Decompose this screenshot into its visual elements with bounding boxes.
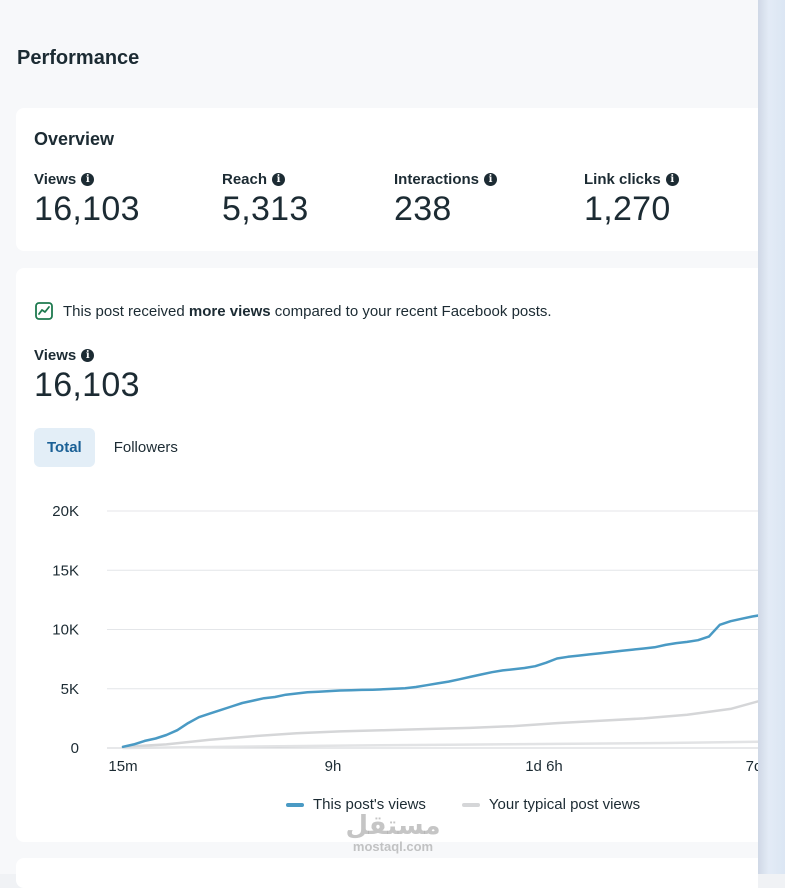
overview-card: Overview Views i 16,103 Reach i 5,313 In… [16,108,758,251]
info-icon[interactable]: i [665,172,679,186]
legend-swatch [286,802,304,807]
trend-up-icon [35,302,53,320]
legend-item[interactable]: This post's views [286,796,426,813]
page-background: Performance Overview Views i 16,103 Reac… [16,47,758,888]
page-title: Performance [17,47,140,69]
legend-label: Your typical post views [488,796,641,813]
x-tick-label: 15m [108,758,137,775]
series-line-baseline[interactable] [121,740,758,750]
audience-tabs: Total Followers [34,428,191,467]
y-tick-label: 0 [71,740,79,757]
series-line-typical[interactable] [121,697,758,749]
views-card: This post received more views compared t… [16,268,758,842]
legend-item[interactable]: Your typical post views [461,796,641,813]
insight-banner: This post received more views compared t… [35,302,552,320]
legend-swatch [461,802,480,807]
metric-value: 238 [394,190,452,228]
watermark-logo: مستقل mostaql.com [345,811,441,854]
window-edge [758,0,785,874]
info-icon[interactable]: i [484,172,498,186]
tab-followers[interactable]: Followers [101,428,191,467]
y-tick-label: 10K [52,622,79,639]
info-icon[interactable]: i [81,348,95,362]
chart-legend: This post's views Your typical post view… [286,796,640,813]
y-tick-label: 20K [52,503,79,520]
views-value: 16,103 [34,366,140,404]
views-line-chart: 20K 15K 10K 5K 0 15m 9h 1d 6h 7d [52,503,758,775]
x-tick-label: 7d [746,758,758,775]
metric-value: 1,270 [584,190,671,228]
series-line-this-post[interactable] [121,613,758,749]
metric-reach: Reach i 5,313 [222,170,309,229]
views-label: Views [34,346,77,364]
metric-link-clicks: Link clicks i 1,270 [584,170,679,229]
insight-text: This post received more views compared t… [63,302,552,320]
views-metric: Views i 16,103 [34,346,140,405]
info-icon[interactable]: i [272,172,286,186]
metric-label: Views [34,170,77,188]
y-tick-label: 5K [61,681,79,698]
metric-value: 5,313 [222,190,309,228]
overview-title: Overview [34,129,115,149]
next-card [16,858,758,888]
metric-value: 16,103 [34,190,140,228]
x-tick-label: 1d 6h [525,758,563,775]
tab-total[interactable]: Total [34,428,95,467]
metric-views: Views i 16,103 [34,170,140,229]
y-tick-label: 15K [52,562,79,579]
insight-highlight: more views [188,302,271,320]
info-icon[interactable]: i [81,172,95,186]
x-tick-label: 9h [325,758,342,775]
legend-label: This post's views [313,796,426,813]
metric-label: Reach [222,170,268,188]
metric-label: Interactions [394,170,480,188]
metric-label: Link clicks [584,170,661,188]
metric-interactions: Interactions i 238 [394,170,498,229]
